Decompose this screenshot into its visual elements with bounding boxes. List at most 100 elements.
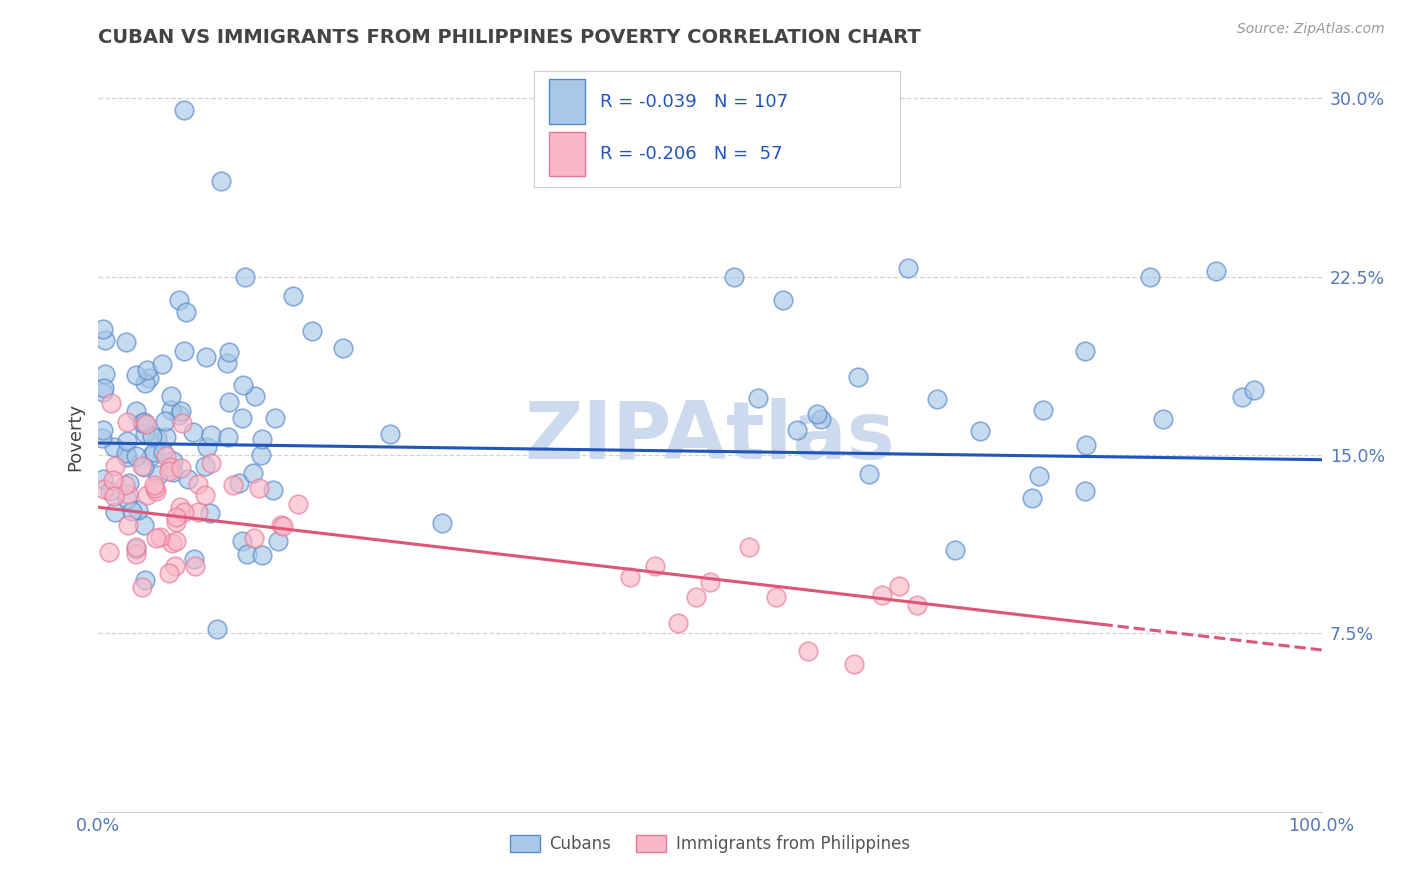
- Point: [797, 643, 820, 657]
- Point: [842, 657, 865, 671]
- Point: [145, 483, 167, 498]
- Point: [1230, 390, 1253, 404]
- Point: [177, 472, 200, 486]
- Point: [142, 477, 165, 491]
- Text: R = -0.039   N = 107: R = -0.039 N = 107: [600, 93, 789, 111]
- Point: [250, 449, 273, 463]
- Point: [104, 458, 127, 473]
- Point: [125, 404, 148, 418]
- Y-axis label: Poverty: Poverty: [66, 403, 84, 471]
- Point: [169, 500, 191, 514]
- Point: [165, 559, 187, 574]
- Point: [103, 489, 125, 503]
- Point: [91, 322, 114, 336]
- Point: [134, 376, 156, 391]
- Point: [738, 540, 761, 554]
- Point: [173, 505, 195, 519]
- Point: [115, 434, 138, 449]
- Point: [91, 423, 114, 437]
- Point: [131, 417, 153, 431]
- Point: [162, 465, 184, 479]
- Point: [166, 533, 188, 548]
- Point: [243, 389, 266, 403]
- Point: [806, 407, 828, 421]
- Point: [765, 590, 787, 604]
- Point: [91, 472, 114, 486]
- Point: [747, 391, 769, 405]
- Point: [378, 427, 401, 442]
- Point: [103, 440, 125, 454]
- Point: [231, 533, 253, 548]
- Point: [723, 269, 745, 284]
- Point: [98, 484, 121, 499]
- Point: [173, 103, 195, 117]
- Point: [262, 483, 284, 497]
- Point: [139, 449, 162, 463]
- Point: [170, 461, 193, 475]
- Point: [699, 574, 721, 589]
- Point: [264, 410, 287, 425]
- Point: [101, 473, 124, 487]
- Point: [887, 578, 910, 592]
- Point: [186, 505, 208, 519]
- Point: [218, 345, 240, 359]
- Point: [135, 417, 157, 432]
- Point: [969, 424, 991, 438]
- Point: [127, 503, 149, 517]
- Point: [141, 429, 163, 443]
- Point: [134, 426, 156, 441]
- Point: [157, 566, 180, 581]
- Point: [183, 551, 205, 566]
- Point: [270, 518, 292, 533]
- Point: [228, 475, 250, 490]
- Point: [215, 356, 238, 370]
- Point: [117, 487, 139, 501]
- Point: [1032, 403, 1054, 417]
- Point: [152, 444, 174, 458]
- Point: [846, 369, 869, 384]
- Point: [332, 341, 354, 355]
- Point: [1073, 483, 1095, 498]
- Point: [160, 536, 183, 550]
- Point: [155, 450, 177, 464]
- Point: [184, 558, 207, 573]
- Point: [243, 531, 266, 545]
- Point: [772, 293, 794, 308]
- Point: [1152, 412, 1174, 426]
- Point: [205, 623, 228, 637]
- Point: [91, 384, 114, 399]
- Point: [90, 431, 112, 445]
- Point: [644, 558, 666, 573]
- Point: [93, 381, 115, 395]
- Point: [125, 541, 148, 556]
- Point: [155, 430, 177, 444]
- Point: [115, 415, 138, 429]
- Point: [194, 488, 217, 502]
- Point: [155, 413, 177, 427]
- Point: [159, 460, 181, 475]
- Point: [100, 396, 122, 410]
- Point: [114, 334, 136, 349]
- Point: [117, 518, 139, 533]
- Point: [135, 363, 157, 377]
- Point: [810, 412, 832, 426]
- Point: [170, 416, 193, 430]
- Point: [287, 497, 309, 511]
- Point: [1074, 438, 1097, 452]
- Text: CUBAN VS IMMIGRANTS FROM PHILIPPINES POVERTY CORRELATION CHART: CUBAN VS IMMIGRANTS FROM PHILIPPINES POV…: [98, 28, 921, 47]
- Point: [1139, 269, 1161, 284]
- Point: [872, 588, 894, 602]
- Point: [131, 459, 153, 474]
- Point: [242, 466, 264, 480]
- Point: [94, 367, 117, 381]
- Point: [131, 580, 153, 594]
- Point: [1021, 491, 1043, 506]
- Point: [132, 415, 155, 429]
- Point: [117, 450, 139, 464]
- Point: [135, 488, 157, 502]
- Point: [925, 392, 948, 407]
- Text: Source: ZipAtlas.com: Source: ZipAtlas.com: [1237, 22, 1385, 37]
- Point: [195, 350, 218, 364]
- Point: [143, 445, 166, 459]
- Point: [786, 423, 808, 437]
